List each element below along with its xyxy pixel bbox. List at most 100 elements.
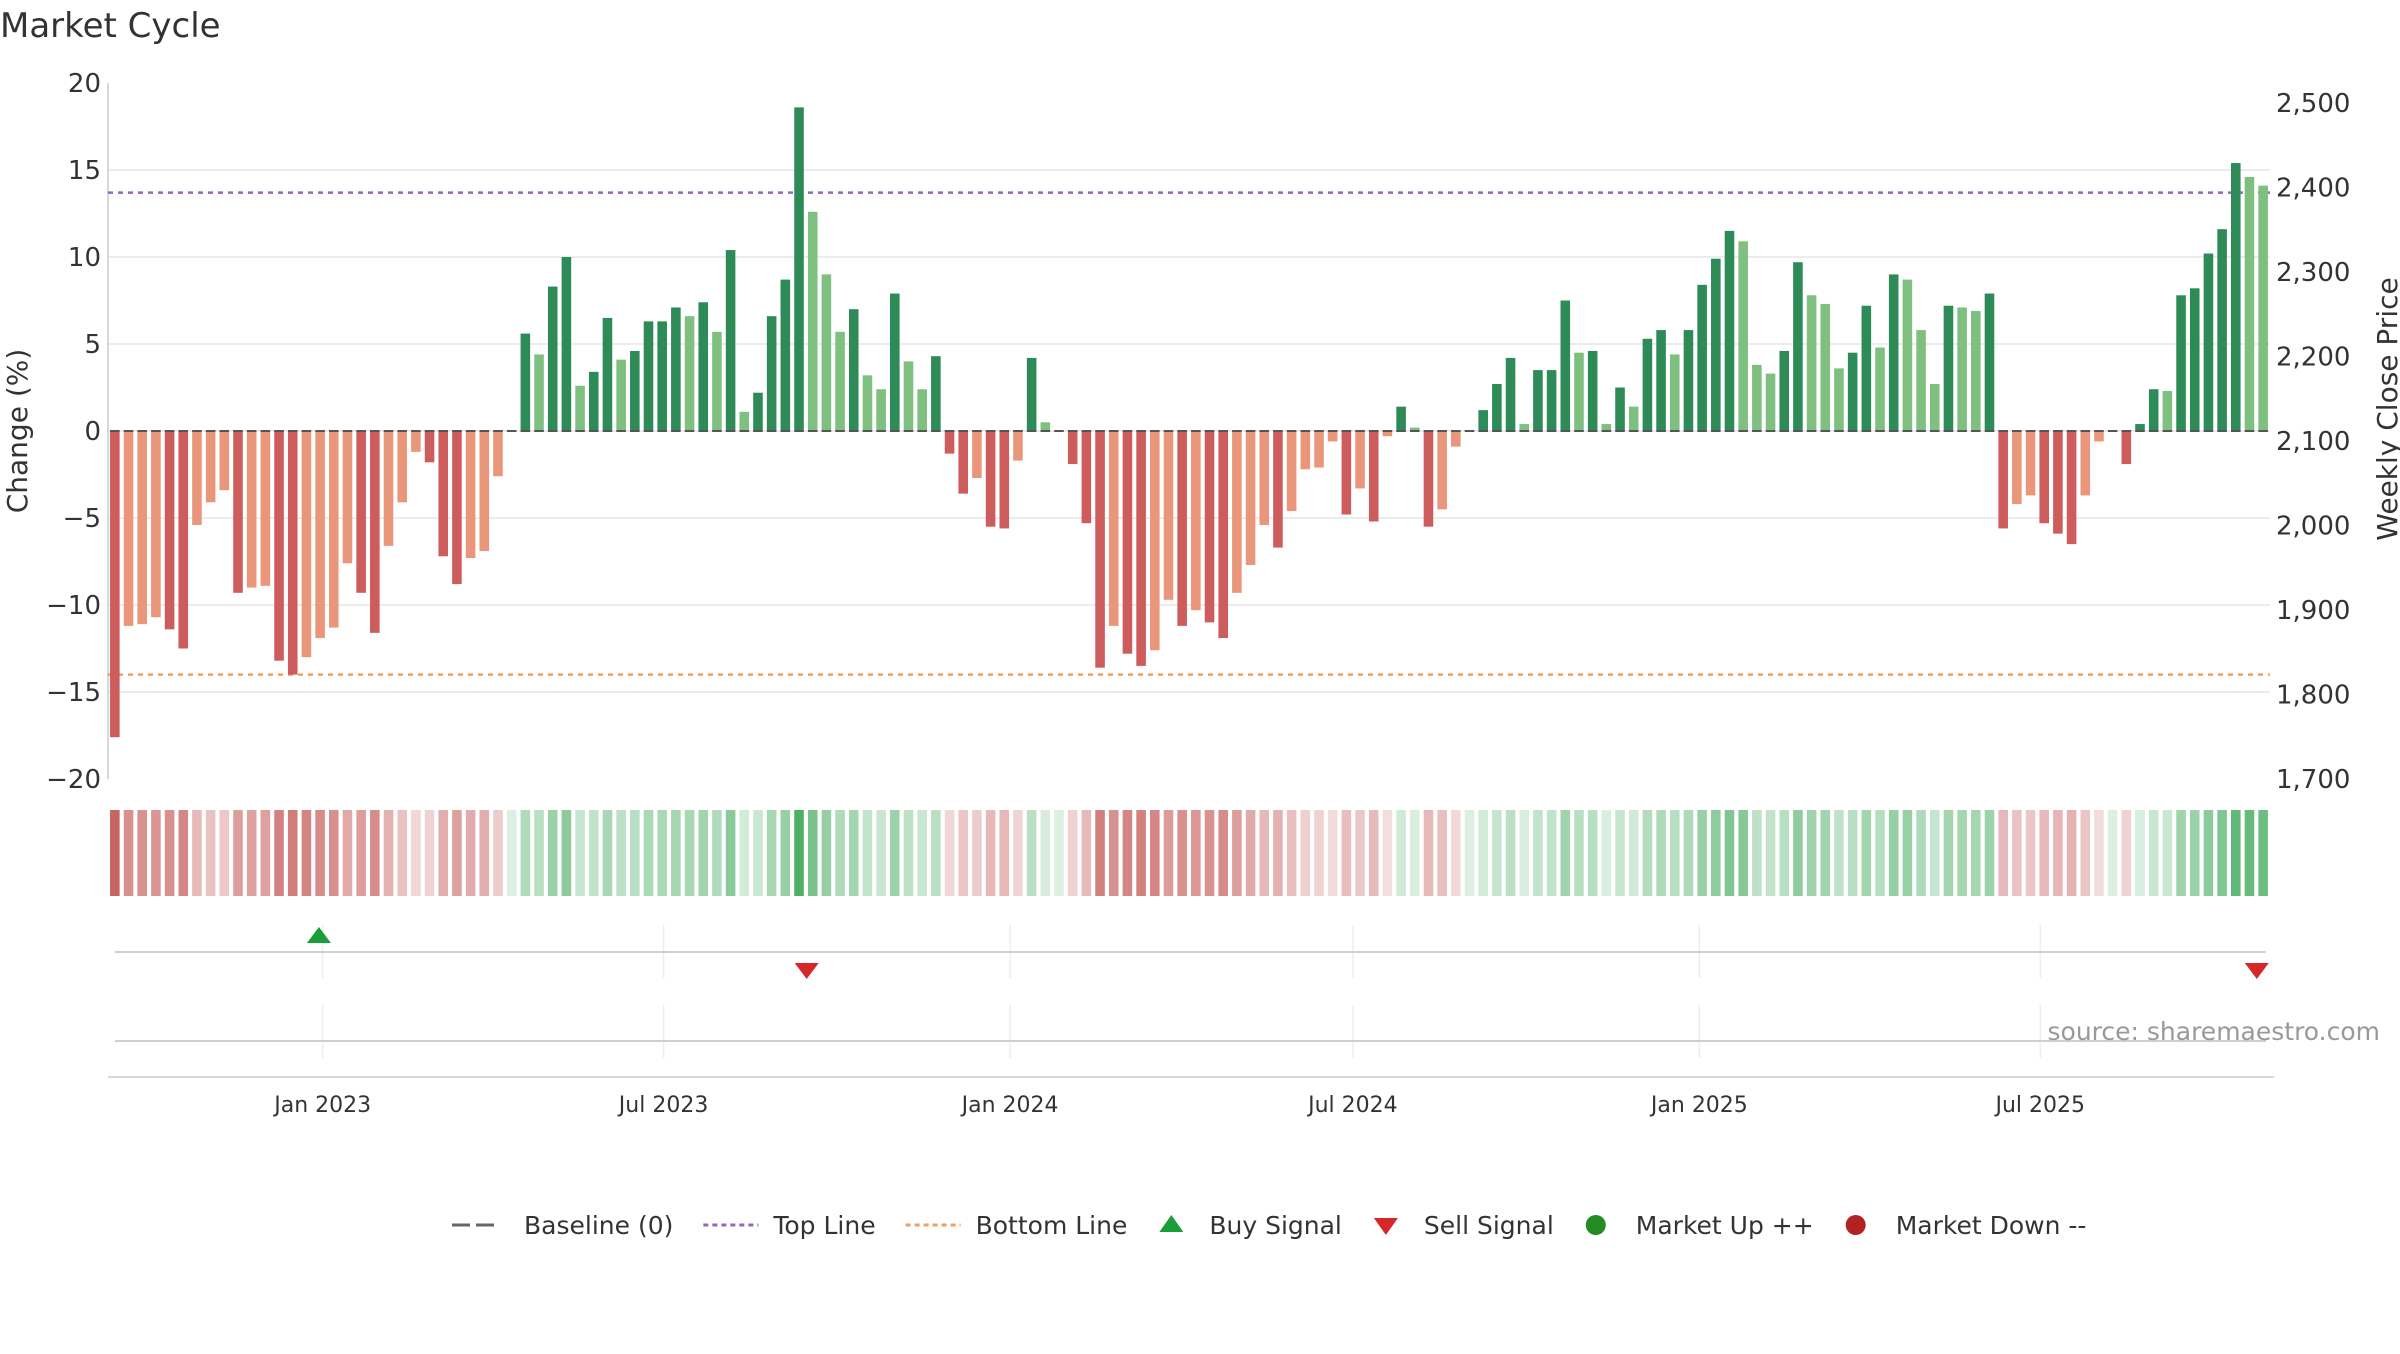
bar (1629, 407, 1639, 431)
x-tick-label: Jul 2025 (1993, 1093, 2085, 1118)
heat-cell (1123, 810, 1133, 896)
bar (685, 316, 695, 431)
bar (1998, 431, 2008, 528)
bar (1150, 431, 1160, 650)
heat-cell (753, 810, 763, 896)
bar (1478, 410, 1488, 431)
bar (2080, 431, 2090, 495)
legend-buy-swatch (1159, 1215, 1183, 1232)
bar (233, 431, 243, 593)
heat-cell (1164, 810, 1174, 896)
heat-cell (425, 810, 435, 896)
heat-cell (1396, 810, 1406, 896)
bar (1136, 431, 1146, 666)
bar (1095, 431, 1105, 668)
bar (2245, 177, 2255, 431)
bar (2190, 288, 2200, 431)
heat-cell (712, 810, 722, 896)
bar (1684, 330, 1694, 431)
bar (1027, 358, 1037, 431)
bar (2204, 254, 2214, 431)
heat-cell (521, 810, 531, 896)
bar (1396, 407, 1406, 431)
y2-tick-label: 2,500 (2276, 89, 2350, 119)
bar (1793, 262, 1803, 431)
heat-cell (1916, 810, 1926, 896)
bar (1807, 295, 1817, 431)
heat-cell (1519, 810, 1529, 896)
heat-cell (1342, 810, 1352, 896)
bar (438, 431, 448, 556)
bar (1903, 280, 1913, 431)
heat-cell (534, 810, 544, 896)
bar (562, 257, 572, 431)
heat-cell (1643, 810, 1653, 896)
bar (1191, 431, 1201, 610)
heat-cell (233, 810, 243, 896)
heat-cell (2163, 810, 2173, 896)
bar (698, 302, 708, 431)
heat-cell (1136, 810, 1146, 896)
bar (1602, 424, 1612, 431)
legend-item-mdown: Market Down -- (1846, 1211, 2087, 1240)
heat-cell (1574, 810, 1584, 896)
heat-cell (1615, 810, 1625, 896)
bar (384, 431, 394, 546)
bar (466, 431, 476, 558)
bar (958, 431, 968, 494)
heat-cell (1903, 810, 1913, 896)
bar (630, 351, 640, 431)
heat-cell (343, 810, 353, 896)
legend-label: Bottom Line (976, 1211, 1128, 1240)
heat-cell (1082, 810, 1092, 896)
heat-cell (1602, 810, 1612, 896)
heat-cell (247, 810, 257, 896)
legend-item-bottom: Bottom Line (906, 1211, 1128, 1240)
bar (1711, 259, 1721, 431)
bar (110, 431, 120, 737)
bar (781, 280, 791, 431)
heat-cell (2039, 810, 2049, 896)
y2-tick-label: 2,200 (2276, 343, 2350, 373)
bar (931, 356, 941, 431)
bar (1355, 431, 1365, 488)
heat-cell (192, 810, 202, 896)
heat-cell (1670, 810, 1680, 896)
heat-cell (1232, 810, 1242, 896)
heat-cell (124, 810, 134, 896)
heat-cell (1971, 810, 1981, 896)
bar (2053, 431, 2063, 534)
bar (2163, 391, 2173, 431)
heat-cell (438, 810, 448, 896)
bar (835, 332, 845, 431)
y2-tick-label: 2,000 (2276, 512, 2350, 542)
heat-cell (1725, 810, 1735, 896)
heat-cell (849, 810, 859, 896)
bar (370, 431, 380, 633)
heat-cell (302, 810, 312, 896)
bar (1123, 431, 1133, 654)
heat-cell (1273, 810, 1283, 896)
heat-cell (2149, 810, 2159, 896)
bar (2094, 431, 2104, 441)
bar (534, 354, 544, 431)
heat-cell (1068, 810, 1078, 896)
heat-cell (397, 810, 407, 896)
heat-cell (589, 810, 599, 896)
bar (1752, 365, 1762, 431)
legend-label: Sell Signal (1424, 1211, 1554, 1240)
heat-cell (2026, 810, 2036, 896)
bar (521, 334, 531, 431)
heat-cell (2012, 810, 2022, 896)
bar (2135, 424, 2145, 431)
y-tick-label: 10 (68, 243, 101, 273)
bar (1342, 431, 1352, 515)
heat-cell (1150, 810, 1160, 896)
heat-cell (1930, 810, 1940, 896)
heat-cell (329, 810, 339, 896)
heat-cell (835, 810, 845, 896)
heat-cell (945, 810, 955, 896)
heat-cell (356, 810, 366, 896)
x-tick-label: Jan 2025 (1649, 1093, 1748, 1118)
